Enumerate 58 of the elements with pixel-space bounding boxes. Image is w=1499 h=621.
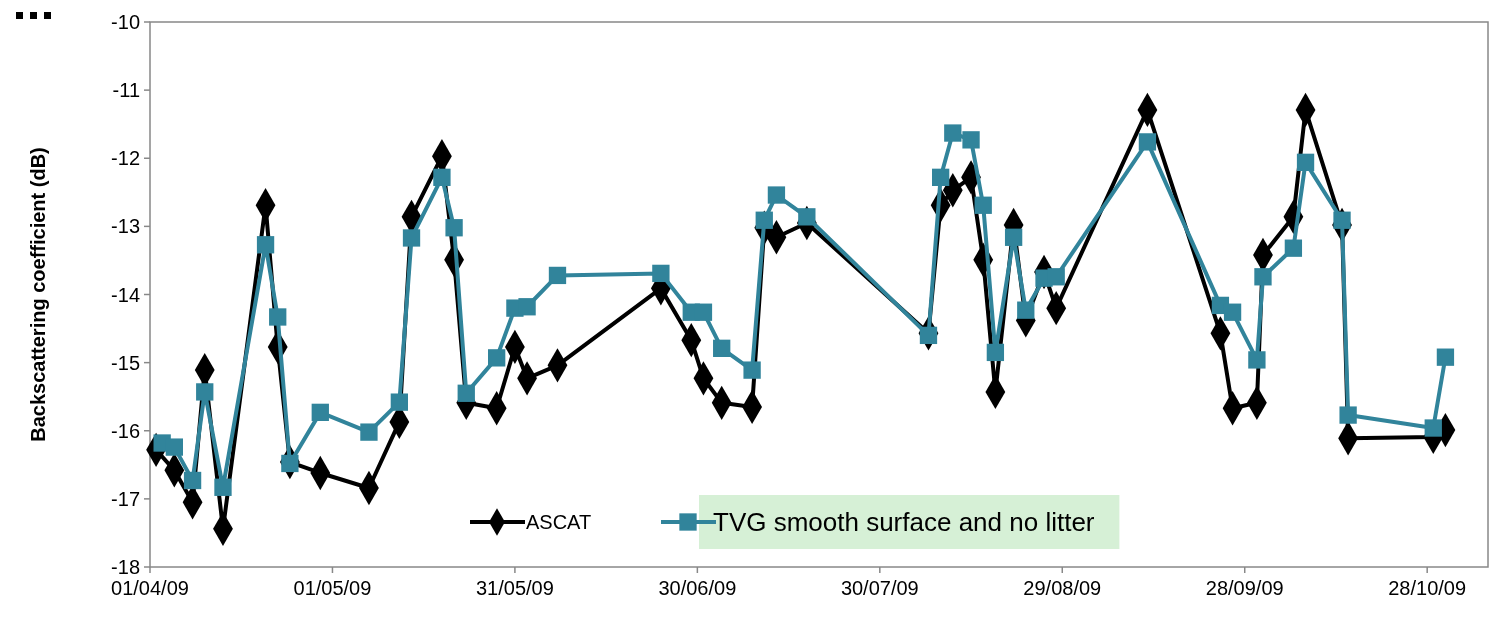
y-tick-label: -18 [111,556,140,578]
y-tick-label: -11 [112,79,140,102]
x-tick-label: 01/04/09 [111,577,189,599]
point [214,478,232,496]
point [1138,133,1157,151]
y-tick-label: -13 [111,215,140,238]
point [1436,348,1455,366]
point [1254,268,1272,286]
point [165,438,183,456]
point [183,471,202,490]
y-tick-label: -16 [111,419,140,442]
point [944,124,962,142]
point [1223,303,1242,321]
point [694,303,713,321]
point [767,186,786,204]
point [1284,239,1303,257]
point [986,343,1005,362]
legend-label: TVG smooth surface and no litter [713,507,1095,538]
point [974,196,992,214]
x-tick-label: 28/09/09 [1205,577,1284,599]
y-tick-label: -14 [111,283,140,306]
point [488,349,506,367]
legend-label: ASCAT [526,511,592,533]
point [1296,153,1315,171]
x-tick-label: 30/06/09 [658,577,737,599]
x-tick-label: 28/10/09 [1388,577,1467,599]
point [196,383,214,401]
y-tick-label: -15 [111,351,140,374]
point [445,219,463,237]
y-tick-label: -10 [111,11,140,33]
x-tick-label: 01/05/09 [293,577,372,599]
point [1017,301,1035,319]
point [652,264,670,283]
point [1004,228,1023,246]
y-tick-label: -12 [111,147,140,170]
point [457,384,475,402]
x-tick-label: 30/07/09 [840,577,919,599]
y-tick-label: -17 [111,487,140,510]
x-tick-label: 29/08/09 [1023,577,1102,599]
point [518,298,536,316]
y-axis-title: Backscattering coefficient (dB) [27,147,49,442]
point [962,131,980,149]
point [548,266,567,285]
point [360,423,378,441]
point [931,168,950,186]
point [1339,406,1357,424]
point [743,361,761,379]
point [433,168,451,186]
point [390,393,409,411]
x-tick-label: 31/05/09 [475,577,554,599]
point [256,236,275,254]
point [713,339,731,357]
point [1248,351,1266,369]
point [1424,419,1442,437]
point [311,403,329,422]
point [269,308,287,326]
point [1047,268,1065,286]
point [402,229,421,247]
